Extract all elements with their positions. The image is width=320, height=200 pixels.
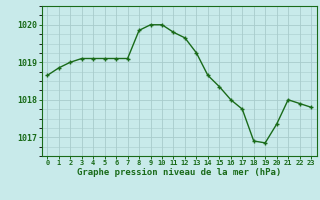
X-axis label: Graphe pression niveau de la mer (hPa): Graphe pression niveau de la mer (hPa): [77, 168, 281, 177]
